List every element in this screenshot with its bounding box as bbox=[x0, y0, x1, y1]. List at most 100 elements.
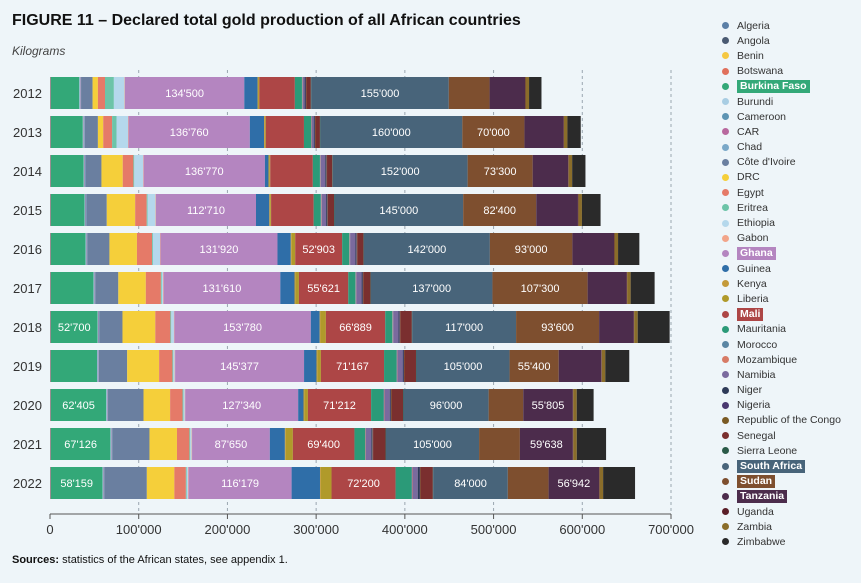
legend-item-guinea: Guinea bbox=[722, 261, 857, 276]
legend-label: Ethiopia bbox=[737, 217, 775, 230]
bar-segment-tanzania bbox=[532, 155, 569, 187]
bar-segment-namibia bbox=[412, 467, 418, 499]
bar-segment-namibia bbox=[384, 389, 390, 421]
legend-label: Namibia bbox=[737, 368, 776, 381]
legend-label: Burkina Faso bbox=[737, 79, 810, 93]
legend-item-namibia: Namibia bbox=[722, 367, 857, 382]
bar-segment-zambia bbox=[578, 194, 582, 226]
legend-label: Benin bbox=[737, 49, 764, 62]
bar-segment-niger bbox=[355, 233, 357, 265]
x-tick-label: 0 bbox=[46, 522, 53, 537]
y-tick-label: 2017 bbox=[13, 281, 42, 296]
bar-segment-mali bbox=[331, 467, 396, 499]
bar-segment-liberia bbox=[320, 467, 332, 499]
legend-item-algeria: Algeria bbox=[722, 18, 857, 33]
bar-segment-eritrea bbox=[105, 77, 114, 109]
legend-swatch bbox=[722, 234, 729, 242]
legend-item-egypt: Egypt bbox=[722, 185, 857, 200]
legend-label: Nigeria bbox=[737, 399, 771, 412]
bar-segment-liberia bbox=[258, 77, 260, 109]
bar-segment-zimbabwe bbox=[572, 155, 586, 187]
data-label: 71'167 bbox=[336, 361, 369, 373]
data-label: 52'903 bbox=[302, 244, 335, 256]
legend-label: Liberia bbox=[737, 292, 769, 305]
bar-segment-c-te-d-ivoire bbox=[108, 389, 144, 421]
bar-segment-senegal bbox=[420, 467, 433, 499]
data-label: 52'700 bbox=[58, 322, 91, 334]
bar-segment-c-te-d-ivoire bbox=[98, 350, 128, 382]
legend-label: Angola bbox=[737, 34, 770, 47]
legend-item-mauritania: Mauritania bbox=[722, 322, 857, 337]
bar-segment-mauritania bbox=[342, 233, 350, 265]
bar-segment-guinea bbox=[244, 77, 258, 109]
bar-segment-ethiopia bbox=[171, 311, 174, 343]
legend-label: Chad bbox=[737, 141, 763, 154]
legend-item-uganda: Uganda bbox=[722, 504, 857, 519]
legend-item-drc: DRC bbox=[722, 170, 857, 185]
bar-segment-south-africa bbox=[416, 350, 510, 382]
bar-segment-liberia bbox=[317, 350, 321, 382]
bar-segment-guinea bbox=[264, 155, 269, 187]
legend-label: Morocco bbox=[737, 338, 778, 351]
bar-segment-liberia bbox=[295, 272, 299, 304]
bar-segment-ethiopia bbox=[190, 428, 192, 460]
data-label: 112'710 bbox=[187, 205, 225, 217]
legend-item-tanzania: Tanzania bbox=[722, 489, 857, 504]
bar-segment-kenya bbox=[303, 389, 305, 421]
y-tick-label: 2013 bbox=[13, 125, 42, 140]
bar-segment-sudan bbox=[467, 155, 533, 187]
bar-segment-mauritania bbox=[385, 311, 393, 343]
legend-item-liberia: Liberia bbox=[722, 291, 857, 306]
legend-swatch bbox=[722, 22, 729, 30]
bar-segment-drc bbox=[92, 77, 98, 109]
bar-segment-tanzania bbox=[572, 233, 615, 265]
bar-segment-south-africa bbox=[363, 233, 490, 265]
bar-segment-ghana bbox=[175, 350, 305, 382]
y-tick-label: 2020 bbox=[13, 398, 42, 413]
bar-segment-sudan bbox=[492, 272, 588, 304]
bar-segment-burkina-faso bbox=[50, 155, 84, 187]
data-label: 134'500 bbox=[165, 88, 204, 100]
bar-segment-tanzania bbox=[524, 116, 564, 148]
legend-swatch bbox=[722, 52, 729, 60]
data-label: 71'212 bbox=[323, 400, 356, 412]
legend-label: Egypt bbox=[737, 186, 764, 199]
bar-segment-eritrea bbox=[172, 350, 174, 382]
legend-label: DRC bbox=[737, 171, 760, 184]
bar-segment-sudan bbox=[448, 77, 490, 109]
bar-segment-zimbabwe bbox=[630, 272, 655, 304]
legend-swatch bbox=[722, 523, 729, 531]
bar-segment-niger bbox=[361, 272, 363, 304]
bar-segment-mali bbox=[259, 77, 295, 109]
bar-segment-kenya bbox=[319, 467, 321, 499]
bar-segment-niger bbox=[389, 389, 391, 421]
bar-segment-niger bbox=[398, 311, 400, 343]
bar-segment-kenya bbox=[316, 350, 318, 382]
legend-swatch bbox=[722, 492, 729, 500]
legend-swatch bbox=[722, 477, 729, 485]
y-tick-label: 2021 bbox=[13, 437, 42, 452]
bar-segment-senegal bbox=[327, 194, 335, 226]
bar-segment-ghana bbox=[163, 272, 281, 304]
bar-segment-egypt bbox=[170, 389, 183, 421]
data-label: 153'780 bbox=[223, 322, 262, 334]
legend-item-nigeria: Nigeria bbox=[722, 398, 857, 413]
bar-segment-niger bbox=[304, 77, 306, 109]
bar-segment-senegal bbox=[315, 116, 320, 148]
bar-segment-zimbabwe bbox=[576, 428, 607, 460]
legend-item-gabon: Gabon bbox=[722, 231, 857, 246]
bar-segment-namibia bbox=[320, 155, 326, 187]
bar-segment-eritrea bbox=[189, 428, 191, 460]
legend-item-burkina-faso: Burkina Faso bbox=[722, 79, 857, 94]
bar-segment-ghana bbox=[188, 467, 292, 499]
bar-segment-burkina-faso bbox=[50, 194, 85, 226]
bar-segment-drc bbox=[146, 467, 175, 499]
bar-segment-kenya bbox=[294, 272, 296, 304]
bar-segment-drc bbox=[143, 389, 171, 421]
bar-segment-c-te-d-ivoire bbox=[87, 233, 110, 265]
bar-segment-guinea bbox=[298, 389, 304, 421]
bar-segment-mauritania bbox=[354, 428, 366, 460]
bar-segment-liberia bbox=[270, 194, 272, 226]
bar-segment-drc bbox=[106, 194, 136, 226]
data-label: 107'300 bbox=[521, 283, 560, 295]
